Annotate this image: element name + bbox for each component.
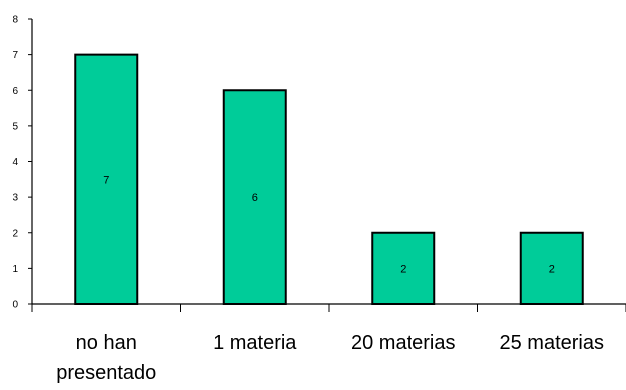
bar (222, 89, 287, 305)
data-label: 7 (103, 174, 109, 186)
bars (74, 53, 584, 305)
y-tick-label: 5 (12, 121, 18, 132)
y-tick-label: 2 (12, 228, 18, 239)
y-tick-label: 1 (12, 264, 18, 275)
y-tick-label: 6 (12, 86, 18, 97)
bar (519, 231, 584, 305)
y-axis-ticks: 0 1 2 3 4 5 6 7 8 (12, 15, 32, 311)
bar (74, 53, 139, 305)
y-tick-label: 4 (12, 157, 18, 168)
data-label: 6 (252, 192, 258, 204)
category-label: no han (76, 332, 137, 354)
data-label: 2 (400, 263, 406, 275)
category-label: 20 materias (351, 332, 456, 354)
bar (371, 231, 436, 305)
y-tick-label: 3 (12, 193, 18, 204)
y-tick-label: 8 (12, 15, 18, 26)
data-labels: 7 6 2 2 (103, 174, 555, 275)
category-label: presentado (56, 362, 156, 384)
category-label: 25 materias (500, 332, 605, 354)
y-tick-label: 7 (12, 50, 18, 61)
category-label: 1 materia (213, 332, 297, 354)
x-axis-ticks (31, 304, 626, 312)
y-tick-label: 0 (12, 300, 18, 311)
data-label: 2 (549, 263, 555, 275)
category-labels: no han presentado 1 materia 20 materias 25 m… (56, 332, 604, 384)
